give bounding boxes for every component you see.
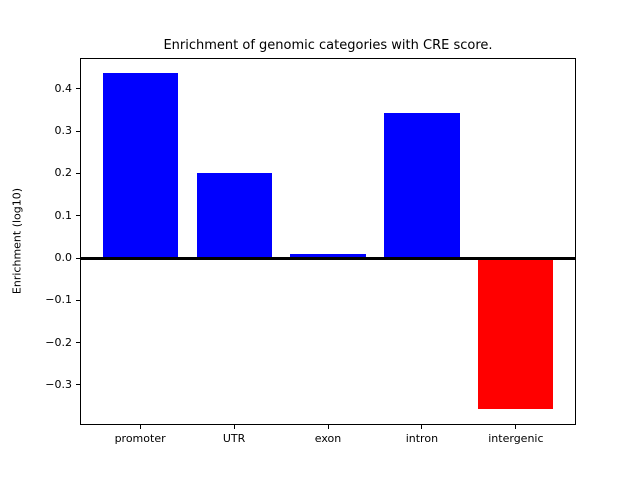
y-tick-label-0.1: 0.1: [54, 208, 73, 222]
y-tick-label-0.4: 0.4: [54, 81, 73, 95]
x-tick-label-promoter: promoter: [114, 432, 166, 445]
y-tick-mark-−0.1: [76, 299, 80, 301]
y-tick-label-0.0: 0.0: [54, 251, 73, 264]
x-tick-mark-intergenic: [515, 425, 517, 429]
x-tick-mark-UTR: [233, 425, 235, 429]
y-tick-label-−0.1: −0.1: [45, 293, 72, 307]
y-tick-label-0.2: 0.2: [54, 166, 73, 180]
y-tick-label-−0.2: −0.2: [45, 335, 72, 349]
y-axis-label: Enrichment (log10): [10, 187, 24, 295]
bar-UTR: [196, 173, 272, 258]
y-tick-label-0.3: 0.3: [54, 124, 73, 138]
chart-title: Enrichment of genomic categories with CR…: [163, 38, 493, 53]
zero-line: [80, 256, 576, 260]
bar-intergenic: [478, 258, 554, 410]
y-tick-mark-0.1: [76, 215, 80, 217]
bar-promoter: [102, 72, 178, 258]
x-tick-label-UTR: UTR: [222, 432, 246, 445]
y-tick-mark-−0.3: [76, 384, 80, 386]
y-tick-label-−0.3: −0.3: [45, 377, 72, 391]
y-tick-mark-0.3: [76, 130, 80, 132]
bar-intron: [384, 113, 460, 258]
bar-exon: [290, 253, 366, 258]
x-tick-mark-promoter: [139, 425, 141, 429]
x-tick-mark-intron: [421, 425, 423, 429]
y-tick-mark-−0.2: [76, 342, 80, 344]
x-tick-label-intron: intron: [405, 432, 439, 445]
y-tick-mark-0.4: [76, 88, 80, 90]
x-tick-mark-exon: [327, 425, 329, 429]
x-tick-label-exon: exon: [314, 432, 342, 445]
x-tick-label-intergenic: intergenic: [488, 432, 544, 445]
y-tick-mark-0.2: [76, 172, 80, 174]
y-tick-mark-0.0: [76, 257, 80, 259]
